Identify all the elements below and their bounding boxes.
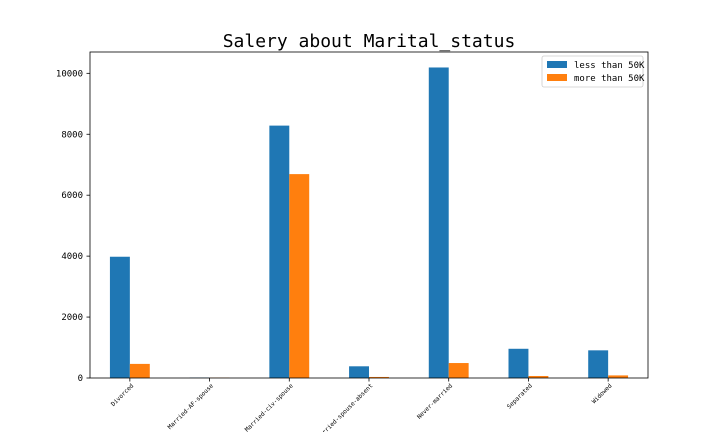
x-axis: Divorced Married-AF-spouse Married-civ-spo… bbox=[110, 378, 614, 432]
y-tick-label: 0 bbox=[78, 374, 83, 384]
bars-group bbox=[109, 67, 629, 378]
bar-more-than-50k-separated bbox=[528, 375, 549, 378]
y-tick-label: 8000 bbox=[61, 130, 83, 140]
bar-less-than-50k-married-civ-spouse bbox=[269, 125, 290, 378]
legend: less than 50K more than 50K bbox=[541, 55, 645, 88]
x-tick-label-divorced: Divorced bbox=[110, 382, 136, 408]
x-tick-label-never-married: Never-married bbox=[416, 382, 454, 420]
bar-more-than-50k-divorced bbox=[129, 363, 150, 378]
legend-label-more-than-50k: more than 50K bbox=[574, 74, 645, 84]
bar-more-than-50k-married-civ-spouse bbox=[289, 174, 310, 378]
x-tick-label-widowed: Widowed bbox=[591, 382, 614, 405]
legend-box bbox=[541, 55, 644, 88]
x-tick-label-married-spouse-absent: Married-spouse-absent bbox=[316, 382, 375, 432]
bar-more-than-50k-widowed bbox=[608, 375, 629, 378]
y-axis: 0 2000 4000 6000 8000 10000 bbox=[56, 69, 90, 384]
y-tick-label: 4000 bbox=[61, 252, 83, 262]
bar-less-than-50k-divorced bbox=[109, 256, 130, 378]
x-tick-label-married-af-spouse: Married-AF-spouse bbox=[167, 382, 216, 431]
bar-more-than-50k-never-married bbox=[448, 363, 469, 378]
bar-less-than-50k-married-spouse-absent bbox=[349, 366, 369, 378]
bar-less-than-50k-separated bbox=[508, 348, 529, 378]
x-tick-label-married-civ-spouse: Married-civ-spouse bbox=[244, 382, 295, 432]
chart-title: Salery about Marital_status bbox=[223, 31, 516, 52]
bar-less-than-50k-widowed bbox=[588, 350, 609, 378]
legend-swatch-more-than-50k bbox=[547, 74, 567, 81]
x-tick-label-separated: Separated bbox=[506, 382, 534, 410]
legend-swatch-less-than-50k bbox=[547, 61, 567, 68]
bar-less-than-50k-never-married bbox=[428, 67, 449, 378]
bar-more-than-50k-married-spouse-absent bbox=[369, 376, 389, 378]
plot-frame bbox=[89, 51, 649, 379]
legend-label-less-than-50k: less than 50K bbox=[574, 61, 645, 71]
y-tick-label: 10000 bbox=[56, 69, 83, 79]
y-tick-label: 6000 bbox=[61, 191, 83, 201]
y-tick-label: 2000 bbox=[61, 313, 83, 323]
